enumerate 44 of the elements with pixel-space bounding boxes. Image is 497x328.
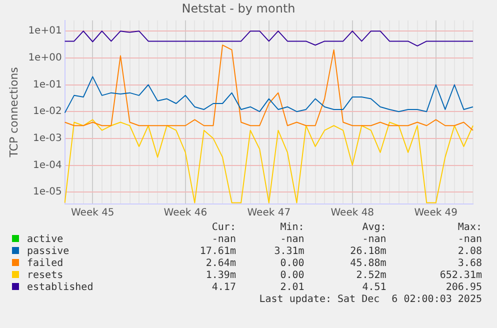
chart-title: Netstat - by month bbox=[182, 1, 296, 16]
y-tick-label: 1e-02 bbox=[32, 106, 62, 118]
legend-label: failed bbox=[27, 258, 64, 269]
x-tick-label: Week 49 bbox=[414, 208, 458, 219]
text: 17.61m bbox=[198, 246, 236, 258]
legend-label: established bbox=[27, 282, 94, 293]
y-tick-label: 1e-05 bbox=[32, 186, 62, 198]
text: 652.31m bbox=[438, 270, 482, 282]
y-tick-label: 1e-04 bbox=[32, 160, 62, 171]
text: 2.01 bbox=[279, 282, 304, 294]
legend-label: resets bbox=[27, 270, 64, 281]
text: 3.68 bbox=[456, 258, 482, 270]
text: 1.39m bbox=[204, 270, 236, 282]
x-tick-label: Week 48 bbox=[330, 208, 374, 219]
text: -nan bbox=[210, 234, 236, 246]
text: 3.31m bbox=[273, 246, 304, 258]
y-tick-label: 1e+00 bbox=[28, 52, 62, 64]
text: 206.95 bbox=[444, 282, 482, 294]
text: 4.17 bbox=[210, 282, 236, 294]
y-tick-label: 1e+01 bbox=[28, 26, 62, 37]
text: Min: bbox=[279, 222, 304, 234]
text: Cur: bbox=[210, 222, 236, 234]
legend-label: active bbox=[27, 234, 64, 245]
y-tick-label: 1e-01 bbox=[32, 79, 62, 90]
text: 0.00 bbox=[279, 270, 304, 282]
text: 2.08 bbox=[456, 246, 482, 258]
text: 26.18m bbox=[349, 246, 386, 258]
legend-label: passive bbox=[27, 246, 70, 257]
y-tick-label: 1e-03 bbox=[32, 133, 62, 144]
text: Last update: Sat Dec 6 02:00:03 2025 bbox=[258, 294, 482, 306]
text: 4.51 bbox=[361, 282, 386, 294]
text: 2.52m bbox=[355, 270, 386, 282]
text: 0.00 bbox=[279, 258, 304, 270]
text: 2.64m bbox=[204, 258, 236, 270]
y-axis-title: TCP connections bbox=[7, 66, 20, 158]
text: 45.88m bbox=[349, 258, 386, 270]
text: -nan bbox=[279, 234, 304, 246]
x-tick-label: Week 45 bbox=[70, 208, 114, 219]
text: Avg: bbox=[361, 222, 386, 234]
text: Max: bbox=[456, 222, 482, 234]
text: -nan bbox=[456, 234, 482, 246]
text: -nan bbox=[361, 234, 386, 246]
x-tick-label: Week 46 bbox=[164, 208, 208, 219]
x-tick-label: Week 47 bbox=[247, 208, 291, 219]
